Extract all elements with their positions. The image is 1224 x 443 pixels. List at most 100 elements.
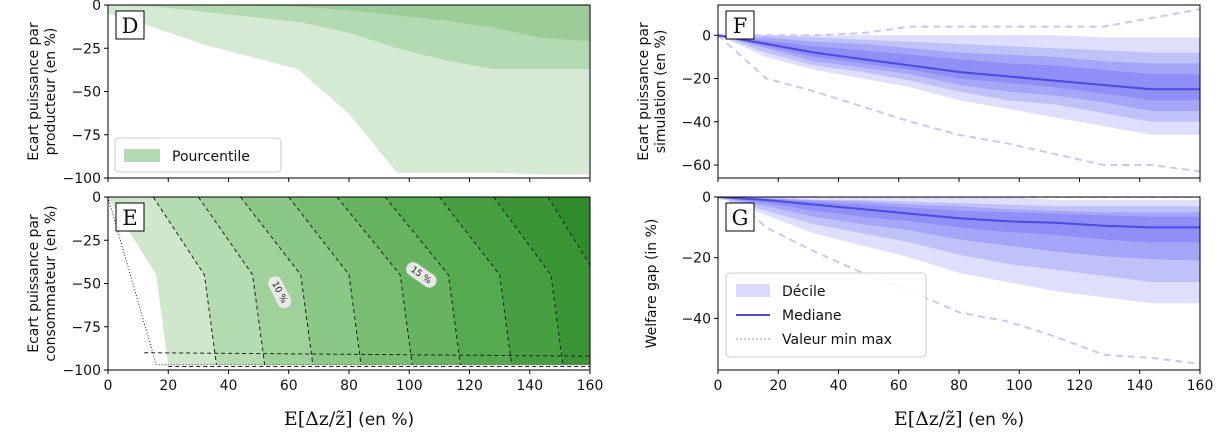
legend-label: Valeur min max xyxy=(782,332,892,348)
y-tick-label: 0 xyxy=(702,190,711,206)
contour-line xyxy=(144,352,590,357)
plot-f xyxy=(718,8,1200,173)
y-tick-label: −25 xyxy=(71,41,101,57)
y-axis-title: Ecart puissance par xyxy=(636,22,652,161)
x-tick-label: 160 xyxy=(577,378,604,394)
decile-band xyxy=(718,197,1200,282)
x-tick-label: 0 xyxy=(104,378,113,394)
panel-tag-letter: D xyxy=(122,14,139,38)
x-axis-title-math: E[Δz/z̃] xyxy=(894,408,963,430)
decile-band xyxy=(718,197,1200,243)
y-axis-title: Ecart puissance par xyxy=(26,22,42,161)
contour-line xyxy=(384,197,461,365)
min-line xyxy=(718,197,1200,365)
x-tick-label: 20 xyxy=(159,378,177,394)
y-tick-label: 0 xyxy=(92,190,101,206)
axes-d: 0 −25 −50 −75 −100 Ecart puissance par product… xyxy=(26,0,591,187)
x-tick-label: 100 xyxy=(396,378,423,394)
x-tick-label: 60 xyxy=(280,378,298,394)
panel-tag-box xyxy=(115,202,145,232)
legend-frame xyxy=(114,137,282,173)
legend-label: Mediane xyxy=(782,308,842,324)
panel-tag: G xyxy=(725,202,755,232)
x-tick-label: 40 xyxy=(830,378,848,394)
bands-d xyxy=(108,5,590,175)
contour-band xyxy=(385,197,512,365)
x-tick-label: 120 xyxy=(456,378,483,394)
min-line xyxy=(718,34,1200,173)
contour-band xyxy=(288,197,413,365)
contours-e: 10 %15 % xyxy=(108,197,590,368)
median-line xyxy=(718,34,1200,91)
x-tick-label: 80 xyxy=(340,378,358,394)
y-tick-label: −50 xyxy=(71,85,101,101)
contour-band xyxy=(547,197,590,266)
y-tick-label: −40 xyxy=(681,115,711,131)
x-axis-title-math: E[Δz/z̃] xyxy=(284,408,353,430)
decile-band xyxy=(718,197,1200,261)
contour-band xyxy=(240,197,362,365)
y-axis-title: simulation (en %) xyxy=(653,30,669,154)
panel-tag-box xyxy=(725,202,755,232)
percentile-band xyxy=(108,5,590,42)
y-tick-label: −60 xyxy=(681,158,711,174)
y-tick-label: −40 xyxy=(681,311,711,327)
contour-line xyxy=(493,197,564,365)
legend-swatch xyxy=(736,284,770,297)
y-tick-label: −100 xyxy=(63,363,101,379)
y-axis-title: consommateur (en %) xyxy=(43,205,59,361)
x-tick-label: 120 xyxy=(1066,378,1093,394)
legend-d: Pourcentile xyxy=(114,137,282,173)
legend-frame xyxy=(725,272,927,358)
x-tick-label: 140 xyxy=(516,378,543,394)
contour-line xyxy=(240,197,314,365)
x-axis-title-unit: (en %) xyxy=(963,410,1024,430)
y-axis-title: Welfare gap (in %) xyxy=(644,219,660,349)
panel-tag-box xyxy=(115,10,145,40)
panel-tag-box xyxy=(725,10,755,40)
x-tick-label: 80 xyxy=(950,378,968,394)
y-tick-label: −20 xyxy=(681,251,711,267)
legend-g: Décile Mediane Valeur min max xyxy=(725,272,927,358)
median-line xyxy=(718,197,1200,229)
axes-g: 0 20 40 60 80 100 120 140 160 0 −20 −40 Welfare gap … xyxy=(644,190,1213,430)
x-tick-label: 160 xyxy=(1187,378,1214,394)
contour-label-bg xyxy=(268,276,292,309)
panel-tag: F xyxy=(725,10,755,40)
y-axis-title: Ecart puissance par xyxy=(26,214,42,353)
contour-band xyxy=(336,197,461,365)
contour-label-bg xyxy=(406,262,437,288)
x-tick-label: 140 xyxy=(1126,378,1153,394)
panel-tag-letter: G xyxy=(732,206,749,230)
x-axis-title: E[Δz/z̃] (en %) xyxy=(894,408,1024,430)
contour-line xyxy=(288,197,362,365)
panel-tag: D xyxy=(115,10,145,40)
x-axis-title: E[Δz/z̃] (en %) xyxy=(284,408,414,430)
y-tick-label: −100 xyxy=(63,171,101,187)
legend-swatch xyxy=(124,149,160,162)
y-tick-label: −50 xyxy=(71,277,101,293)
max-line xyxy=(718,8,1200,37)
contour-band xyxy=(439,197,563,365)
panel-tag-letter: E xyxy=(122,206,137,230)
decile-band xyxy=(718,35,1200,101)
y-tick-label: 0 xyxy=(702,28,711,44)
contour-line xyxy=(152,197,217,365)
axes-e: 0 20 40 60 80 100 120 140 160 0 −25 −50 −75 −100 Ecart… xyxy=(26,190,603,430)
x-tick-label: 40 xyxy=(220,378,238,394)
contour-boundary xyxy=(108,197,590,366)
panel-tag: E xyxy=(115,202,145,232)
y-tick-label: −25 xyxy=(71,233,101,249)
x-tick-label: 0 xyxy=(714,378,723,394)
plot-g xyxy=(718,197,1200,365)
axes-f: 0 −20 −40 −60 Ecart puissance par simulation … xyxy=(636,4,1201,182)
y-axis-title: producteur (en %) xyxy=(43,28,59,156)
panel-tag-letter: F xyxy=(733,14,748,38)
contour-line xyxy=(336,197,413,365)
y-tick-label: 0 xyxy=(92,0,101,14)
contour-band xyxy=(493,197,590,365)
x-tick-label: 20 xyxy=(769,378,787,394)
x-axis-title-unit: (en %) xyxy=(353,410,414,430)
x-tick-label: 60 xyxy=(890,378,908,394)
